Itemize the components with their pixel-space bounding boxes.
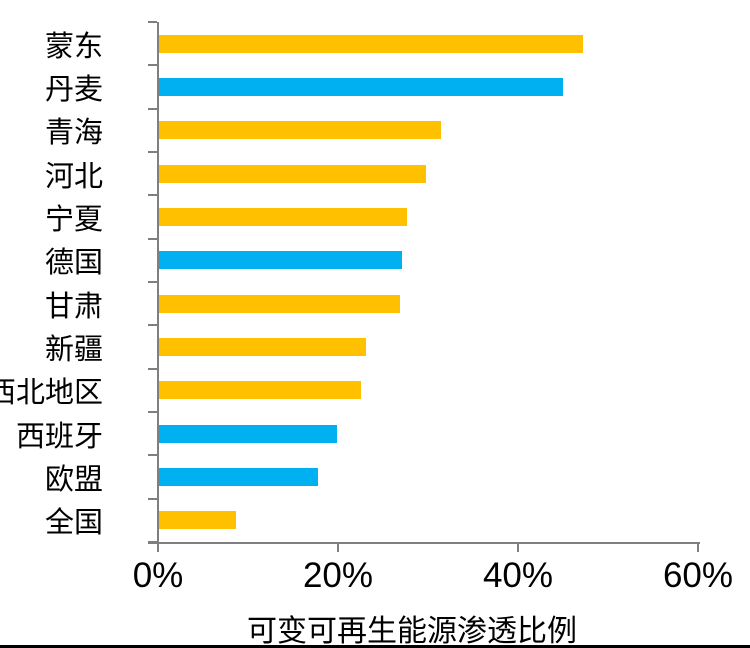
category-label: 西班牙 bbox=[15, 418, 103, 453]
x-axis-tick bbox=[337, 542, 339, 552]
y-axis-tick bbox=[148, 367, 157, 370]
category-label: 河北 bbox=[44, 158, 103, 193]
category-label: 丹麦 bbox=[44, 71, 103, 106]
bar-1 bbox=[158, 34, 583, 53]
x-axis-line bbox=[148, 542, 700, 544]
category-label: 新疆 bbox=[44, 331, 103, 366]
x-axis-tick bbox=[517, 542, 519, 552]
category-label: 西北地区 bbox=[0, 375, 103, 410]
y-axis-tick bbox=[148, 194, 157, 197]
bottom-border-line bbox=[0, 645, 750, 648]
bar-12 bbox=[158, 511, 237, 530]
bar-11 bbox=[158, 468, 319, 486]
x-axis-tick bbox=[697, 542, 699, 552]
bar-4 bbox=[158, 164, 427, 183]
y-axis-tick bbox=[148, 64, 157, 67]
bar-7 bbox=[158, 294, 401, 313]
bar-8 bbox=[158, 338, 366, 356]
category-label: 欧盟 bbox=[44, 461, 103, 496]
y-axis-tick bbox=[148, 107, 157, 110]
x-tick-label: 0% bbox=[132, 556, 184, 595]
bar-9 bbox=[158, 381, 361, 400]
bar-5 bbox=[158, 208, 408, 226]
y-axis-line bbox=[157, 22, 159, 552]
category-label: 青海 bbox=[44, 115, 103, 150]
x-tick-label: 20% bbox=[302, 556, 374, 595]
x-axis-title: 可变可再生能源渗透比例 bbox=[247, 614, 577, 648]
bar-3 bbox=[158, 121, 441, 140]
x-tick-label: 60% bbox=[662, 556, 734, 595]
y-axis-tick bbox=[148, 324, 157, 327]
bar-6 bbox=[158, 251, 402, 270]
x-tick-label: 40% bbox=[482, 556, 554, 595]
y-axis-tick bbox=[148, 411, 157, 413]
x-axis-tick bbox=[157, 542, 159, 552]
category-label: 甘肃 bbox=[44, 288, 103, 323]
category-label: 蒙东 bbox=[44, 28, 103, 63]
y-axis-tick bbox=[148, 497, 157, 500]
bar-10 bbox=[158, 424, 338, 443]
y-axis-tick bbox=[148, 151, 157, 153]
y-axis-tick bbox=[148, 21, 157, 23]
y-axis-tick bbox=[148, 454, 157, 457]
category-label: 德国 bbox=[44, 245, 103, 280]
bar-2 bbox=[158, 78, 563, 96]
y-axis-tick bbox=[148, 237, 157, 240]
category-label: 全国 bbox=[44, 505, 103, 540]
y-axis-tick bbox=[148, 281, 157, 283]
category-label: 宁夏 bbox=[44, 201, 103, 236]
